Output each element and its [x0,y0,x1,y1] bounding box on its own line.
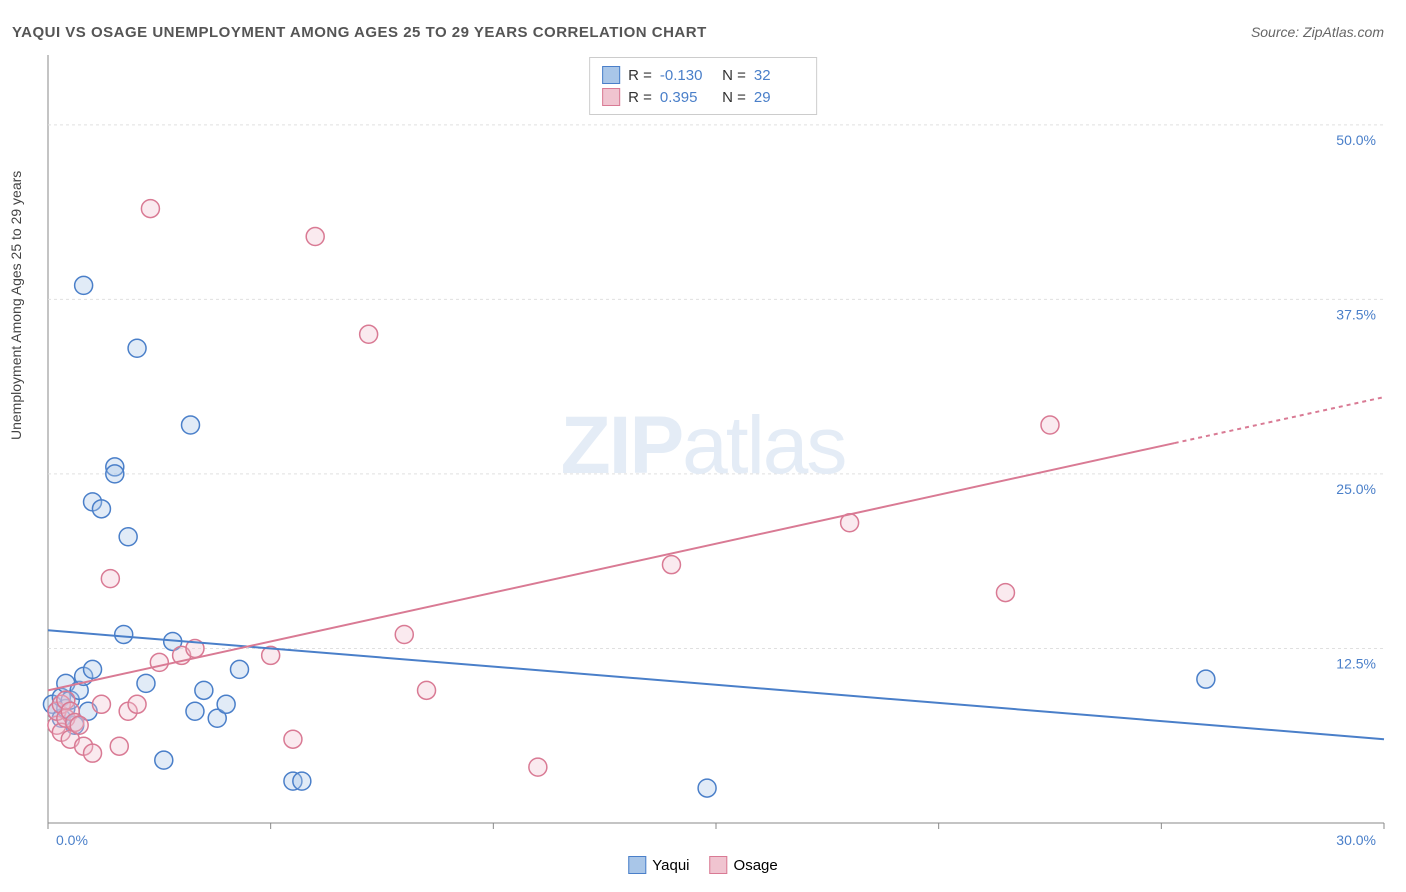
svg-text:37.5%: 37.5% [1336,306,1376,322]
legend-row-osage: R = 0.395 N = 29 [602,86,804,108]
legend-row-yaqui: R = -0.130 N = 32 [602,64,804,86]
r-label: R = [628,67,652,84]
legend-swatch-yaqui-bottom [628,856,646,874]
svg-text:0.0%: 0.0% [56,832,88,848]
series-legend: Yaqui Osage [628,856,777,874]
n-label: N = [718,67,746,84]
svg-text:50.0%: 50.0% [1336,132,1376,148]
svg-text:25.0%: 25.0% [1336,481,1376,497]
legend-label-yaqui: Yaqui [652,857,689,874]
r-value-yaqui: -0.130 [660,67,710,84]
svg-text:30.0%: 30.0% [1336,832,1376,848]
n-value-yaqui: 32 [754,67,804,84]
legend-swatch-osage-bottom [710,856,728,874]
svg-text:12.5%: 12.5% [1336,655,1376,671]
n-label: N = [718,89,746,106]
chart-svg: 12.5% 25.0% 37.5% 50.0% 0.0% 30.0% [0,0,1406,892]
n-value-osage: 29 [754,89,804,106]
y-axis-label: Unemployment Among Ages 25 to 29 years [8,171,24,440]
r-label: R = [628,89,652,106]
legend-swatch-osage [602,88,620,106]
legend-item-yaqui: Yaqui [628,856,689,874]
correlation-legend: R = -0.130 N = 32 R = 0.395 N = 29 [589,57,817,115]
legend-label-osage: Osage [734,857,778,874]
chart-container: YAQUI VS OSAGE UNEMPLOYMENT AMONG AGES 2… [0,0,1406,892]
r-value-osage: 0.395 [660,89,710,106]
legend-swatch-yaqui [602,66,620,84]
legend-item-osage: Osage [710,856,778,874]
